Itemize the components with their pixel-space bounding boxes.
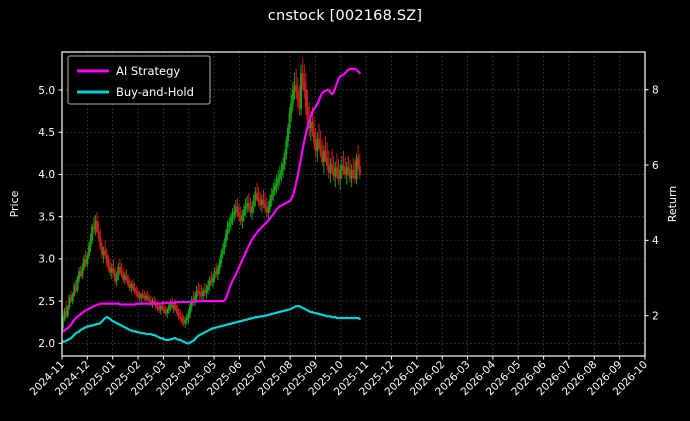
y2-axis-tick-label: 2 bbox=[652, 310, 659, 322]
y-axis-title: Price bbox=[8, 190, 21, 217]
y-axis-tick-label: 4.5 bbox=[38, 127, 55, 139]
y-axis-tick-label: 3.5 bbox=[38, 211, 55, 223]
y-axis-tick-label: 2.0 bbox=[38, 338, 55, 350]
y2-axis-tick-label: 4 bbox=[652, 235, 659, 247]
y2-axis-tick-label: 6 bbox=[652, 160, 659, 172]
legend-label: AI Strategy bbox=[116, 64, 180, 78]
legend-label: Buy-and-Hold bbox=[116, 85, 194, 99]
y-axis-tick-label: 2.5 bbox=[38, 296, 55, 308]
candlestick-series bbox=[61, 57, 361, 331]
chart-legend: AI Strategy Buy-and-Hold bbox=[67, 55, 211, 105]
y2-axis-title: Return bbox=[666, 186, 679, 223]
axes-frame bbox=[61, 51, 646, 357]
y-axis-tick-label: 5.0 bbox=[38, 85, 55, 97]
line-series bbox=[61, 67, 361, 345]
axis-ticks: 2.02.53.03.54.04.55.024682024-112024-122… bbox=[28, 84, 659, 398]
y2-axis-tick-label: 8 bbox=[652, 84, 659, 96]
y-axis-tick-label: 3.0 bbox=[38, 254, 55, 266]
y-axis-tick-label: 4.0 bbox=[38, 169, 55, 181]
axis-titles: Price Return bbox=[8, 186, 679, 223]
chart-title: cnstock [002168.SZ] bbox=[267, 8, 423, 24]
